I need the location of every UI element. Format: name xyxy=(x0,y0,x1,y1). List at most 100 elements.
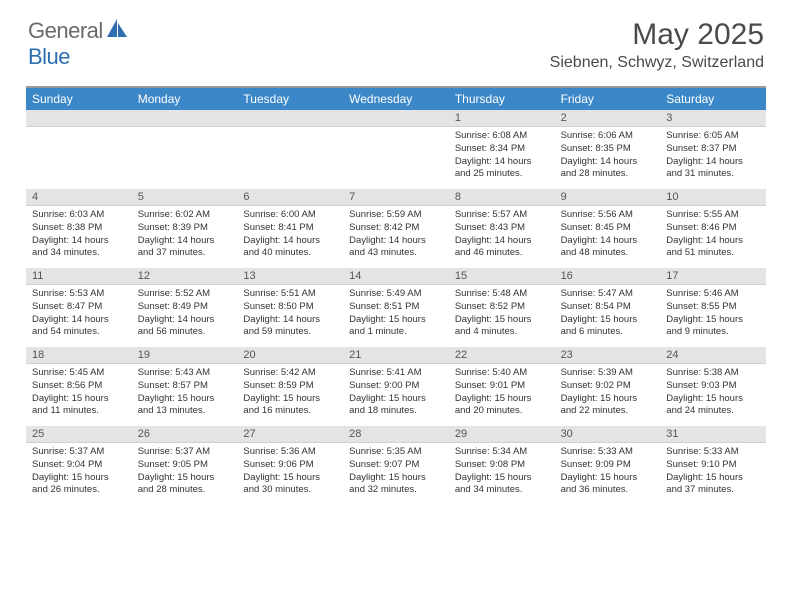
sunrise-text: Sunrise: 5:37 AM xyxy=(138,446,232,459)
sunset-text: Sunset: 8:56 PM xyxy=(32,380,126,393)
sunrise-text: Sunrise: 5:52 AM xyxy=(138,288,232,301)
day-number: 31 xyxy=(660,426,766,443)
day-cell: Sunrise: 5:52 AMSunset: 8:49 PMDaylight:… xyxy=(132,285,238,347)
day-cell xyxy=(343,127,449,189)
sunrise-text: Sunrise: 5:33 AM xyxy=(561,446,655,459)
day-number: 11 xyxy=(26,268,132,285)
day-cell: Sunrise: 5:41 AMSunset: 9:00 PMDaylight:… xyxy=(343,364,449,426)
daylight-text: Daylight: 14 hours and 43 minutes. xyxy=(349,235,443,261)
day-number: 12 xyxy=(132,268,238,285)
sunset-text: Sunset: 8:47 PM xyxy=(32,301,126,314)
daylight-text: Daylight: 15 hours and 9 minutes. xyxy=(666,314,760,340)
week-daynum-row: 123 xyxy=(26,110,766,127)
daylight-text: Daylight: 14 hours and 37 minutes. xyxy=(138,235,232,261)
day-cell: Sunrise: 6:05 AMSunset: 8:37 PMDaylight:… xyxy=(660,127,766,189)
day-number: 17 xyxy=(660,268,766,285)
day-cell: Sunrise: 5:34 AMSunset: 9:08 PMDaylight:… xyxy=(449,443,555,505)
sunset-text: Sunset: 8:42 PM xyxy=(349,222,443,235)
week-daynum-row: 25262728293031 xyxy=(26,426,766,443)
sunrise-text: Sunrise: 5:49 AM xyxy=(349,288,443,301)
day-number xyxy=(132,110,238,127)
daylight-text: Daylight: 15 hours and 24 minutes. xyxy=(666,393,760,419)
day-number: 19 xyxy=(132,347,238,364)
day-number xyxy=(343,110,449,127)
day-cell xyxy=(26,127,132,189)
day-cell: Sunrise: 5:47 AMSunset: 8:54 PMDaylight:… xyxy=(555,285,661,347)
day-number: 24 xyxy=(660,347,766,364)
day-number: 27 xyxy=(237,426,343,443)
daylight-text: Daylight: 14 hours and 34 minutes. xyxy=(32,235,126,261)
day-number: 5 xyxy=(132,189,238,206)
sunrise-text: Sunrise: 6:00 AM xyxy=(243,209,337,222)
sunset-text: Sunset: 9:08 PM xyxy=(455,459,549,472)
logo-sail-icon xyxy=(107,19,129,44)
logo-text-blue: Blue xyxy=(28,44,70,69)
day-cell: Sunrise: 5:37 AMSunset: 9:05 PMDaylight:… xyxy=(132,443,238,505)
sunset-text: Sunset: 8:55 PM xyxy=(666,301,760,314)
sunrise-text: Sunrise: 5:41 AM xyxy=(349,367,443,380)
month-title: May 2025 xyxy=(550,18,764,52)
sunrise-text: Sunrise: 6:06 AM xyxy=(561,130,655,143)
day-cell: Sunrise: 5:35 AMSunset: 9:07 PMDaylight:… xyxy=(343,443,449,505)
day-header-row: Sunday Monday Tuesday Wednesday Thursday… xyxy=(26,88,766,110)
daylight-text: Daylight: 15 hours and 6 minutes. xyxy=(561,314,655,340)
sunrise-text: Sunrise: 5:38 AM xyxy=(666,367,760,380)
day-cell xyxy=(132,127,238,189)
sunset-text: Sunset: 8:54 PM xyxy=(561,301,655,314)
week-daynum-row: 18192021222324 xyxy=(26,347,766,364)
day-cell: Sunrise: 5:39 AMSunset: 9:02 PMDaylight:… xyxy=(555,364,661,426)
week-body-row: Sunrise: 6:03 AMSunset: 8:38 PMDaylight:… xyxy=(26,206,766,268)
daylight-text: Daylight: 15 hours and 22 minutes. xyxy=(561,393,655,419)
day-cell: Sunrise: 5:46 AMSunset: 8:55 PMDaylight:… xyxy=(660,285,766,347)
day-cell: Sunrise: 5:57 AMSunset: 8:43 PMDaylight:… xyxy=(449,206,555,268)
day-number: 21 xyxy=(343,347,449,364)
sunset-text: Sunset: 8:51 PM xyxy=(349,301,443,314)
day-cell: Sunrise: 5:33 AMSunset: 9:10 PMDaylight:… xyxy=(660,443,766,505)
location-text: Siebnen, Schwyz, Switzerland xyxy=(550,54,764,72)
sunset-text: Sunset: 9:04 PM xyxy=(32,459,126,472)
day-cell: Sunrise: 5:38 AMSunset: 9:03 PMDaylight:… xyxy=(660,364,766,426)
sunrise-text: Sunrise: 5:35 AM xyxy=(349,446,443,459)
daylight-text: Daylight: 14 hours and 25 minutes. xyxy=(455,156,549,182)
day-cell: Sunrise: 5:48 AMSunset: 8:52 PMDaylight:… xyxy=(449,285,555,347)
sunrise-text: Sunrise: 5:42 AM xyxy=(243,367,337,380)
sunrise-text: Sunrise: 5:48 AM xyxy=(455,288,549,301)
day-cell: Sunrise: 5:42 AMSunset: 8:59 PMDaylight:… xyxy=(237,364,343,426)
sunrise-text: Sunrise: 5:51 AM xyxy=(243,288,337,301)
sunrise-text: Sunrise: 6:03 AM xyxy=(32,209,126,222)
sunrise-text: Sunrise: 5:40 AM xyxy=(455,367,549,380)
day-number xyxy=(26,110,132,127)
sunset-text: Sunset: 8:49 PM xyxy=(138,301,232,314)
daylight-text: Daylight: 15 hours and 4 minutes. xyxy=(455,314,549,340)
daylight-text: Daylight: 15 hours and 18 minutes. xyxy=(349,393,443,419)
day-number: 23 xyxy=(555,347,661,364)
sunrise-text: Sunrise: 5:53 AM xyxy=(32,288,126,301)
day-number: 4 xyxy=(26,189,132,206)
daylight-text: Daylight: 14 hours and 48 minutes. xyxy=(561,235,655,261)
logo-text-general: General xyxy=(28,18,103,44)
daylight-text: Daylight: 14 hours and 59 minutes. xyxy=(243,314,337,340)
daylight-text: Daylight: 15 hours and 37 minutes. xyxy=(666,472,760,498)
sunrise-text: Sunrise: 5:36 AM xyxy=(243,446,337,459)
day-header-fri: Friday xyxy=(555,88,661,110)
day-number: 13 xyxy=(237,268,343,285)
day-number: 18 xyxy=(26,347,132,364)
day-header-mon: Monday xyxy=(132,88,238,110)
daylight-text: Daylight: 15 hours and 13 minutes. xyxy=(138,393,232,419)
sunset-text: Sunset: 8:37 PM xyxy=(666,143,760,156)
day-number: 1 xyxy=(449,110,555,127)
daylight-text: Daylight: 15 hours and 26 minutes. xyxy=(32,472,126,498)
sunset-text: Sunset: 9:03 PM xyxy=(666,380,760,393)
sunset-text: Sunset: 9:06 PM xyxy=(243,459,337,472)
daylight-text: Daylight: 15 hours and 20 minutes. xyxy=(455,393,549,419)
daylight-text: Daylight: 14 hours and 31 minutes. xyxy=(666,156,760,182)
day-number: 26 xyxy=(132,426,238,443)
day-number: 7 xyxy=(343,189,449,206)
day-cell: Sunrise: 6:06 AMSunset: 8:35 PMDaylight:… xyxy=(555,127,661,189)
sunrise-text: Sunrise: 5:46 AM xyxy=(666,288,760,301)
day-cell: Sunrise: 5:49 AMSunset: 8:51 PMDaylight:… xyxy=(343,285,449,347)
sunset-text: Sunset: 8:41 PM xyxy=(243,222,337,235)
header: General May 2025 Siebnen, Schwyz, Switze… xyxy=(0,0,792,80)
sunset-text: Sunset: 9:01 PM xyxy=(455,380,549,393)
sunset-text: Sunset: 8:57 PM xyxy=(138,380,232,393)
